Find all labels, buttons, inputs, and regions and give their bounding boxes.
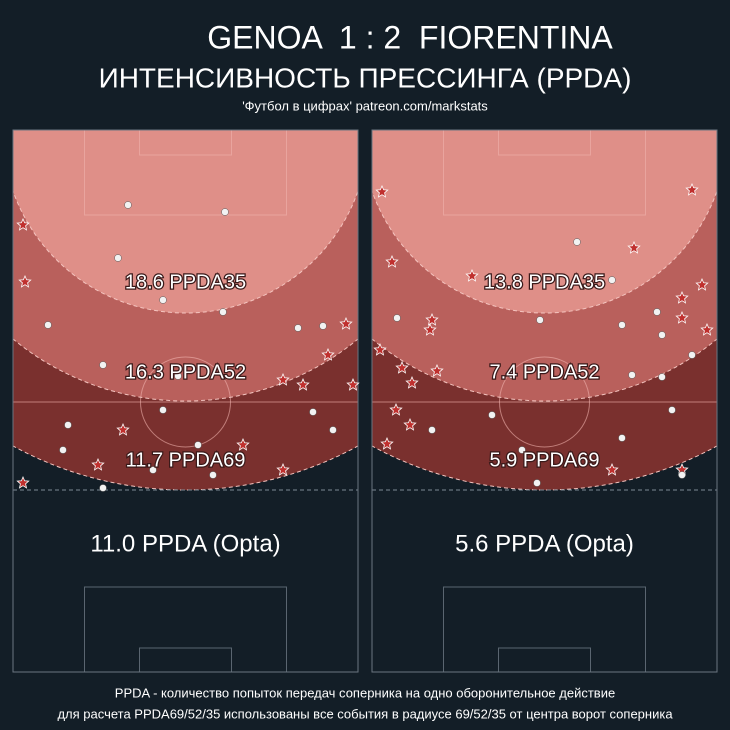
event-star — [675, 290, 689, 304]
event-star — [236, 437, 250, 451]
event-star — [339, 316, 353, 330]
event-star — [346, 377, 360, 391]
event-star — [465, 268, 479, 282]
zone-label: 16.3 PPDA52 — [125, 361, 246, 383]
event-star — [276, 462, 290, 476]
event-dot — [149, 466, 157, 474]
event-star — [18, 274, 32, 288]
event-star — [380, 436, 394, 450]
event-star — [385, 254, 399, 268]
event-star — [700, 322, 714, 336]
event-dot — [124, 201, 132, 209]
event-dot — [309, 408, 317, 416]
event-star — [321, 347, 335, 361]
center-circle — [499, 356, 590, 448]
pitch-panel: 13.8 PPDA35 7.4 PPDA52 5.9 PPDA69 5.6 PPDA … — [371, 129, 718, 673]
zone-label: 11.7 PPDA69 — [126, 449, 246, 471]
event-dot — [508, 371, 516, 379]
event-dot — [221, 208, 229, 216]
event-star — [695, 277, 709, 291]
zone — [372, 130, 717, 314]
event-dot — [174, 372, 182, 380]
event-star — [389, 402, 403, 416]
event-star — [425, 312, 439, 326]
event-dot — [653, 308, 661, 316]
event-star — [685, 182, 699, 196]
event-dot — [44, 321, 52, 329]
event-dot — [573, 238, 581, 246]
title: GENOA 1 : 2 FIORENTINA — [207, 19, 613, 55]
subtitle: ИНТЕНСИВНОСТЬ ПРЕССИНГА (PPDA) — [99, 62, 632, 93]
event-dot — [294, 324, 302, 332]
event-star — [16, 475, 30, 489]
event-dot — [219, 308, 227, 316]
event-dot — [159, 406, 167, 414]
event-dot — [329, 426, 337, 434]
event-dot — [678, 471, 686, 479]
zones — [372, 130, 717, 491]
zone — [13, 130, 358, 314]
event-star — [605, 462, 619, 476]
event-dot — [618, 321, 626, 329]
event-star — [373, 342, 387, 356]
event-star — [91, 457, 105, 471]
footer-line: PPDA - количество попыток передач соперн… — [115, 685, 615, 700]
event-dot — [608, 276, 616, 284]
event-star — [296, 377, 310, 391]
zone-label: 5.9 PPDA69 — [489, 449, 599, 471]
zones — [13, 130, 358, 491]
event-dot — [114, 254, 122, 262]
event-dot — [393, 314, 401, 322]
zone-label: 7.4 PPDA52 — [489, 361, 599, 383]
event-dot — [209, 471, 217, 479]
event-dot — [618, 434, 626, 442]
credit: 'Футбол в цифрах' patreon.com/markstats — [242, 98, 488, 113]
opta-label: 11.0 PPDA (Opta) — [90, 530, 280, 557]
event-dot — [518, 446, 526, 454]
center-circle — [140, 356, 231, 448]
event-dot — [533, 479, 541, 487]
event-dot — [628, 371, 636, 379]
event-dot — [99, 484, 107, 492]
event-dot — [536, 316, 544, 324]
event-dot — [658, 331, 666, 339]
pitch-outline — [371, 129, 718, 673]
event-star — [375, 184, 389, 198]
zone-label: 13.8 PPDA35 — [484, 271, 605, 293]
event-dot — [688, 351, 696, 359]
event-star — [405, 375, 419, 389]
event-star — [116, 422, 130, 436]
event-dot — [99, 361, 107, 369]
pitch-outline — [12, 129, 359, 673]
opta-label: 5.6 PPDA (Opta) — [455, 530, 634, 557]
pitch-panel: 18.6 PPDA35 16.3 PPDA52 11.7 PPDA69 11.0 PP… — [12, 129, 360, 673]
event-star — [276, 372, 290, 386]
event-dot — [658, 373, 666, 381]
event-star — [430, 363, 444, 377]
event-star — [16, 217, 30, 231]
event-star — [423, 322, 437, 336]
event-dot — [488, 411, 496, 419]
event-dot — [319, 322, 327, 330]
zone-label: 18.6 PPDA35 — [125, 271, 246, 293]
event-dot — [64, 421, 72, 429]
event-star — [395, 360, 409, 374]
event-dot — [59, 446, 67, 454]
event-dot — [159, 296, 167, 304]
event-star — [675, 310, 689, 324]
event-dot — [194, 441, 202, 449]
event-dot — [668, 406, 676, 414]
event-star — [403, 417, 417, 431]
event-star — [627, 240, 641, 254]
footer-line: для расчета PPDA69/52/35 использованы вс… — [57, 706, 673, 721]
event-dot — [428, 426, 436, 434]
